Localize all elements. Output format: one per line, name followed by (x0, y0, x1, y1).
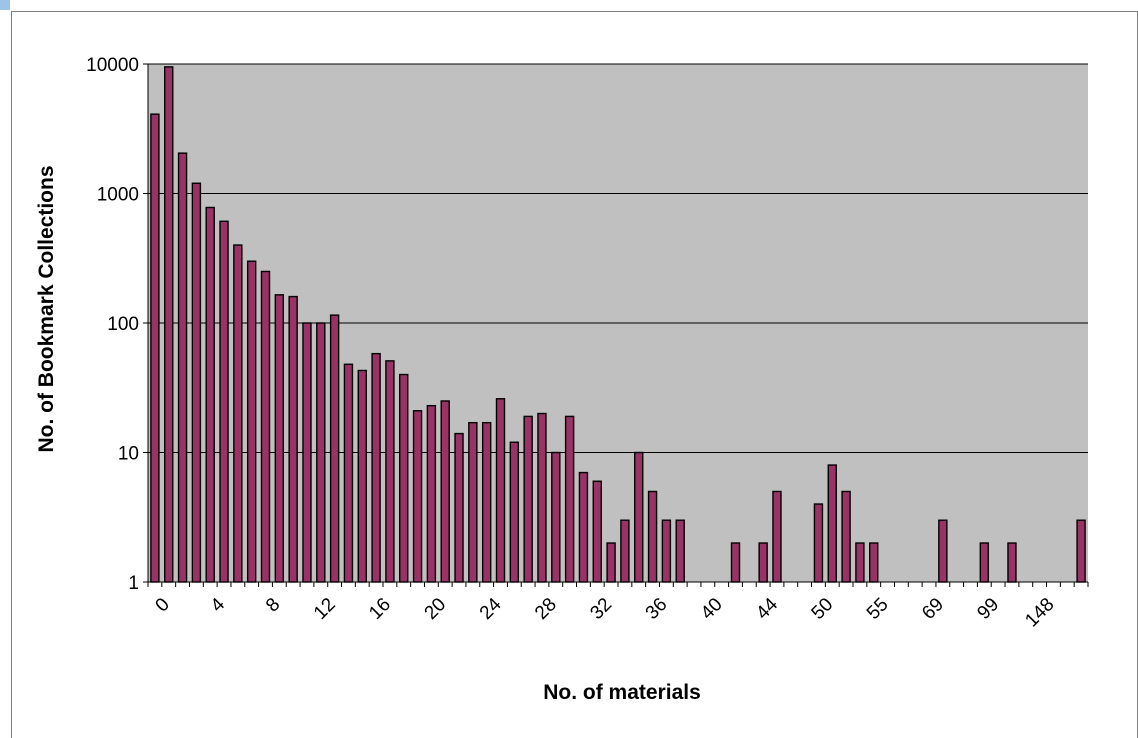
bar (564, 415, 575, 583)
bar (233, 244, 243, 583)
bar (357, 369, 367, 583)
bar (578, 471, 589, 583)
bar (827, 464, 837, 583)
bar (440, 400, 450, 583)
bar (537, 412, 547, 583)
y-axis-title: No. of Bookmark Collections (35, 165, 58, 452)
bar (454, 432, 464, 583)
bar (205, 206, 215, 583)
bar (274, 294, 285, 583)
bar (316, 322, 326, 583)
bar (329, 314, 340, 583)
bar (841, 490, 851, 583)
bar (869, 542, 879, 583)
bar (288, 295, 298, 583)
bar (302, 322, 312, 583)
bar (592, 480, 602, 583)
bar (481, 421, 492, 583)
bar (523, 415, 533, 583)
bar (620, 519, 630, 583)
bar (343, 363, 354, 583)
y-tick-label: 1 (128, 573, 139, 594)
bar (177, 152, 188, 583)
bar (399, 373, 409, 583)
bar (661, 519, 672, 583)
bar (758, 542, 768, 583)
y-tick-label: 100 (107, 314, 139, 335)
bar (772, 490, 782, 583)
bar (468, 421, 478, 583)
bar (412, 410, 423, 583)
bar (1076, 519, 1086, 583)
bar (150, 113, 160, 583)
bar (606, 542, 616, 583)
bar (191, 182, 202, 583)
bar (675, 519, 685, 583)
x-axis-title: No. of materials (543, 681, 701, 704)
bar (647, 490, 658, 583)
bar (260, 270, 271, 583)
bar (246, 260, 257, 583)
bar (855, 542, 865, 583)
bar (938, 519, 948, 583)
y-ticks: 1 10 100 1000 10000 (86, 55, 148, 594)
bar (164, 66, 174, 583)
y-tick-label: 10000 (86, 55, 139, 76)
bar (426, 404, 437, 583)
bar (219, 220, 229, 583)
bar (509, 441, 520, 583)
bar (813, 503, 824, 583)
corner-marker (0, 0, 10, 10)
bar (634, 451, 644, 583)
y-tick-label: 1000 (97, 185, 139, 206)
bar (551, 451, 561, 583)
bar (385, 360, 395, 583)
bar (979, 542, 990, 583)
y-tick-label: 10 (118, 444, 139, 465)
bar (495, 398, 506, 583)
bar (1007, 542, 1017, 583)
bar (371, 352, 381, 583)
bar (730, 542, 741, 583)
